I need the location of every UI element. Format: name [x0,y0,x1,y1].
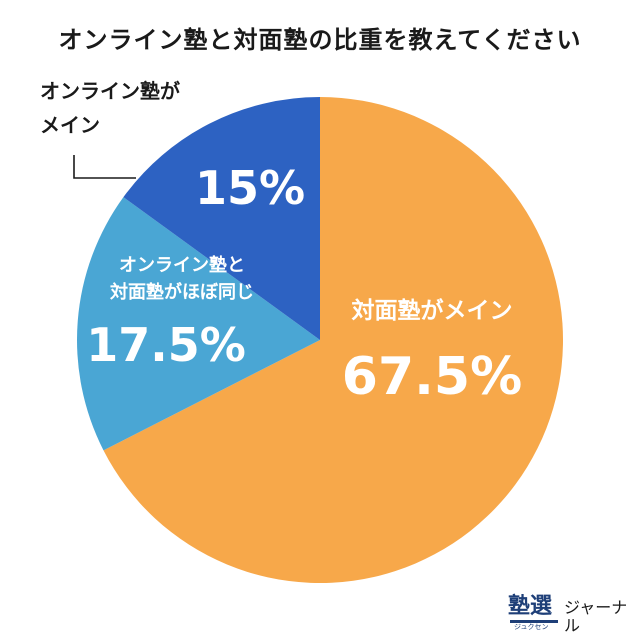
slice-value-1: 67.5% [342,347,522,407]
slice-label-3-line-2: メイン [40,113,100,137]
slice-label-2-line-1: オンライン塾と [119,254,245,276]
brand-logo-reading: ジュクセン [514,623,549,631]
brand-logo-underline [510,620,558,623]
slice-label-1-line-1: 対面塾がメイン [352,297,513,324]
brand-logo-kanji: 塾選 [508,594,553,619]
pie-slice-2 [77,197,320,451]
brand-logo: 塾選 ジュクセン ジャーナル [508,594,632,635]
slice-label-2-line-2: 対面塾がほぼ同じ [109,281,254,303]
slice-label-3-line-1: オンライン塾が [40,79,180,103]
leader-line [73,155,136,179]
slice-value-2: 17.5% [86,318,246,372]
slice-value-3: 15% [195,161,305,215]
chart-title: オンライン塾と対面塾の比重を教えてください [58,26,582,54]
pie-slice-1 [103,97,564,583]
brand-name: ジャーナル [564,598,628,635]
pie-slice-3 [123,97,320,340]
